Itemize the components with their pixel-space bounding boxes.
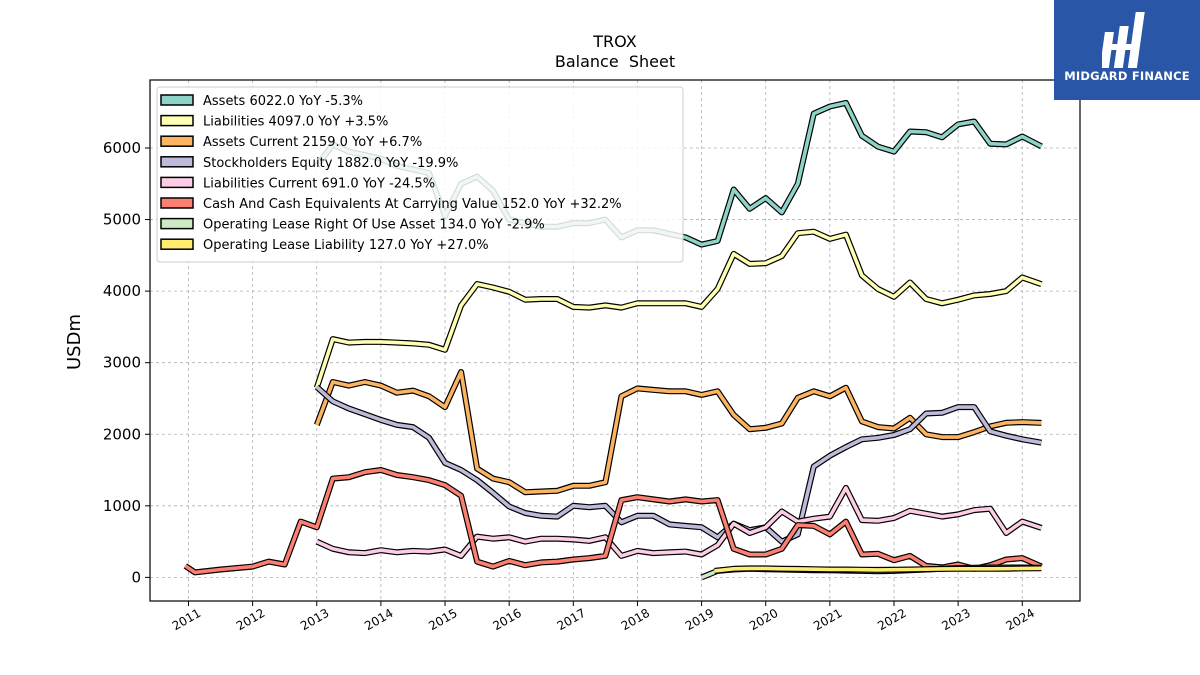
x-tick-label: 2019 — [683, 606, 716, 633]
y-tick-label: 4000 — [103, 282, 141, 300]
series-line — [714, 566, 1042, 573]
x-tick-label: 2023 — [939, 606, 972, 633]
series-line-outline — [314, 384, 1043, 545]
legend-swatch — [160, 135, 194, 147]
series-line — [315, 229, 1043, 389]
series-line — [184, 468, 1043, 575]
series-line — [315, 385, 1042, 544]
series-line — [316, 486, 1043, 558]
legend-label: Liabilities Current 691.0 YoY -24.5% — [203, 176, 435, 191]
series-4 — [315, 484, 1043, 559]
x-tick-label: 2018 — [619, 606, 652, 633]
legend-label: Operating Lease Right Of Use Asset 134.0… — [203, 218, 545, 233]
brand-logo: MIDGARD FINANCE — [1054, 0, 1200, 100]
x-tick-label: 2011 — [170, 606, 203, 633]
series-2 — [313, 369, 1042, 496]
y-tick-label: 3000 — [103, 354, 141, 372]
chart-title: TROX — [592, 32, 636, 51]
legend-label: Operating Lease Liability 127.0 YoY +27.… — [203, 238, 489, 253]
y-tick-label: 1000 — [103, 497, 141, 515]
series-5 — [183, 467, 1043, 576]
y-tick-label: 6000 — [103, 139, 141, 157]
legend-box — [156, 86, 684, 263]
series-line — [315, 370, 1042, 494]
y-tick-label: 2000 — [103, 425, 141, 443]
y-axis-label: USDm — [64, 314, 85, 370]
legend-swatch — [160, 114, 194, 127]
x-tick-label: 2015 — [426, 606, 459, 633]
x-tick-label: 2020 — [747, 606, 780, 633]
series-1 — [313, 228, 1043, 389]
legend-swatch — [160, 176, 194, 189]
x-tick-label: 2024 — [1004, 606, 1037, 633]
x-tick-label: 2017 — [555, 606, 588, 633]
legend: Assets 6022.0 YoY -5.3% Liabilities 4097.… — [156, 86, 684, 263]
x-tick-label: 2016 — [490, 606, 523, 633]
legend-label: Cash And Cash Equivalents At Carrying Va… — [203, 197, 622, 212]
x-tick-label: 2012 — [234, 606, 267, 633]
legend-swatch — [160, 217, 194, 230]
legend-swatch — [160, 94, 194, 106]
x-tick-label: 2022 — [875, 606, 908, 633]
legend-label: Liabilities 4097.0 YoY +3.5% — [203, 115, 388, 130]
brand-name: MIDGARD FINANCE — [1064, 69, 1190, 83]
legend-swatch — [160, 238, 194, 250]
midgard-logo-icon — [1102, 12, 1145, 68]
x-tick-label: 2021 — [811, 606, 844, 633]
legend-label: Assets 6022.0 YoY -5.3% — [203, 94, 363, 109]
chart-subtitle: Balance Sheet — [555, 52, 675, 71]
y-tick-label: 5000 — [103, 211, 141, 229]
legend-label: Stockholders Equity 1882.0 YoY -19.9% — [203, 156, 458, 171]
legend-label: Assets Current 2159.0 YoY +6.7% — [203, 135, 422, 150]
legend-swatch — [160, 197, 194, 209]
y-tick-label: 0 — [131, 568, 141, 586]
series-3 — [314, 384, 1043, 545]
x-tick-label: 2014 — [362, 606, 395, 633]
series-7 — [714, 565, 1042, 574]
plot-frame — [149, 79, 1081, 602]
x-tick-label: 2013 — [298, 606, 331, 633]
legend-swatch — [160, 156, 194, 168]
